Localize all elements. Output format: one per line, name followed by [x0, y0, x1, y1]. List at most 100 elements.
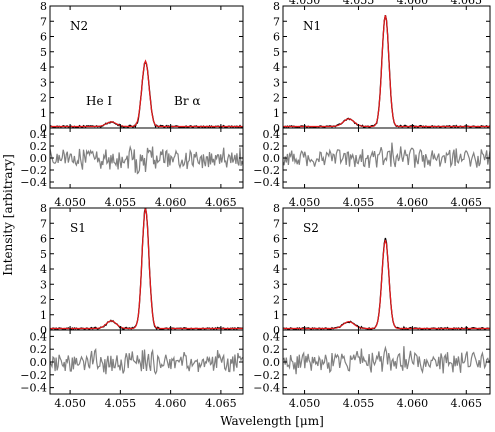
y-tick-label: 1: [273, 309, 280, 322]
y-tick-label: 6: [40, 31, 47, 44]
resid-tick-label: 0.0: [30, 152, 48, 165]
resid-tick-label: −0.4: [253, 382, 280, 395]
y-tick-label: 2: [273, 92, 280, 105]
panel-s2: 0 1 2 3 4 5 6 7 8 0.40.20.0−0.2−0.4 4.050 4.050 4.05…: [253, 196, 491, 410]
y-tick-label: 0: [40, 122, 47, 135]
y-tick-label: 3: [40, 278, 47, 291]
residual-spectrum: [50, 347, 243, 376]
y-tick-label: 2: [273, 294, 280, 307]
y-tick-label: 8: [273, 202, 280, 215]
panel-label: N2: [70, 19, 88, 33]
x-tick-label: 4.065: [451, 397, 483, 410]
x-tick-label: 4.050: [54, 397, 86, 410]
x-tick-label: 4.055: [343, 397, 375, 410]
y-tick-label: 4: [40, 61, 47, 74]
x-tick-label-top: 4.055: [343, 0, 375, 7]
model-fit: [283, 15, 490, 128]
model-fit: [283, 239, 490, 330]
y-tick-label: 5: [40, 46, 47, 59]
resid-tick-label: 0.4: [263, 128, 281, 141]
y-tick-label: 3: [273, 278, 280, 291]
x-tick-label-top: 4.050: [289, 0, 321, 7]
panel-n2: 0 1 2 3 4 5 6 7 8 0.40.20.0−0.2−0.4 N2 He I Br α: [20, 0, 244, 189]
residual-axes-frame: [49, 329, 244, 395]
x-tick-label-top: 4.065: [205, 196, 237, 209]
x-tick-label-top: 4.055: [343, 196, 375, 209]
resid-tick-label: 0.2: [30, 140, 48, 153]
model-fit: [50, 59, 243, 128]
he-i-label: He I: [86, 94, 112, 108]
y-tick-label: 2: [40, 294, 47, 307]
resid-tick-label: 0.4: [30, 330, 48, 343]
x-tick-label: 4.050: [289, 397, 321, 410]
resid-tick-label: 0.4: [263, 330, 281, 343]
y-tick-label: 0: [273, 324, 280, 337]
x-tick-label-top: 4.055: [105, 196, 137, 209]
x-tick-label-top: 4.060: [397, 0, 429, 7]
panel-label: S2: [303, 221, 319, 235]
x-tick-label-top: 4.065: [451, 0, 483, 7]
data-spectrum: [283, 237, 490, 330]
y-tick-label: 4: [273, 263, 280, 276]
residual-spectrum: [50, 144, 243, 175]
x-tick-label-top: 4.050: [54, 196, 86, 209]
y-tick-label: 1: [40, 107, 47, 120]
x-tick-label: 4.060: [397, 397, 429, 410]
figure-ylabel: Intensity [arbitrary]: [1, 154, 15, 276]
model-fit: [50, 208, 243, 330]
x-tick-label: 4.055: [105, 397, 137, 410]
x-tick-label: 4.060: [155, 397, 187, 410]
y-tick-label: 7: [40, 217, 47, 230]
x-tick-label-top: 4.060: [397, 196, 429, 209]
data-spectrum: [50, 61, 243, 128]
y-tick-label: 7: [273, 217, 280, 230]
y-tick-label: 8: [40, 202, 47, 215]
y-tick-label: 6: [40, 233, 47, 246]
y-tick-label: 1: [273, 107, 280, 120]
y-tick-label: 3: [40, 76, 47, 89]
x-tick-label-top: 4.060: [155, 196, 187, 209]
y-tick-label: 1: [40, 309, 47, 322]
x-tick-label-top: 4.065: [451, 196, 483, 209]
y-tick-label: 7: [273, 15, 280, 28]
resid-tick-label: 0.2: [263, 343, 281, 356]
y-tick-label: 5: [273, 46, 280, 59]
residual-spectrum: [283, 142, 490, 169]
y-tick-label: 0: [40, 324, 47, 337]
resid-tick-label: −0.2: [253, 369, 280, 382]
y-tick-label: 8: [40, 0, 47, 13]
resid-tick-label: 0.0: [30, 356, 48, 369]
resid-tick-label: 0.4: [30, 128, 48, 141]
y-tick-label: 3: [273, 76, 280, 89]
y-tick-label: 8: [273, 0, 280, 13]
x-tick-label-top: 4.050: [289, 196, 321, 209]
y-tick-label: 7: [40, 15, 47, 28]
resid-tick-label: −0.4: [20, 176, 47, 189]
resid-tick-label: 0.0: [263, 356, 281, 369]
resid-tick-label: −0.2: [253, 164, 280, 177]
resid-tick-label: −0.4: [20, 382, 47, 395]
resid-tick-label: −0.2: [20, 369, 47, 382]
y-tick-label: 5: [273, 248, 280, 261]
y-tick-label: 2: [40, 92, 47, 105]
panel-label: N1: [303, 19, 321, 33]
resid-tick-label: 0.2: [30, 343, 48, 356]
y-tick-label: 4: [273, 61, 280, 74]
resid-tick-label: 0.0: [263, 152, 281, 165]
residual-spectrum: [283, 345, 490, 375]
y-tick-label: 0: [273, 122, 280, 135]
panel-n1: 0 1 2 3 4 5 6 7 8 0.40.20.0−0.2−0.4 4.050 4.055 4.06…: [253, 0, 491, 189]
panel-s1: 0 1 2 3 4 5 6 7 8 0.40.20.0−0.2−0.4 4.050 4.050 4.05…: [20, 196, 244, 410]
y-tick-label: 6: [273, 31, 280, 44]
figure-xlabel: Wavelength [μm]: [220, 414, 324, 428]
x-tick-label: 4.065: [205, 397, 237, 410]
resid-tick-label: −0.2: [20, 164, 47, 177]
y-tick-label: 4: [40, 263, 47, 276]
panel-label: S1: [70, 221, 86, 235]
y-tick-label: 6: [273, 233, 280, 246]
br-alpha-label: Br α: [174, 94, 200, 108]
y-tick-label: 5: [40, 248, 47, 261]
resid-tick-label: 0.2: [263, 140, 281, 153]
